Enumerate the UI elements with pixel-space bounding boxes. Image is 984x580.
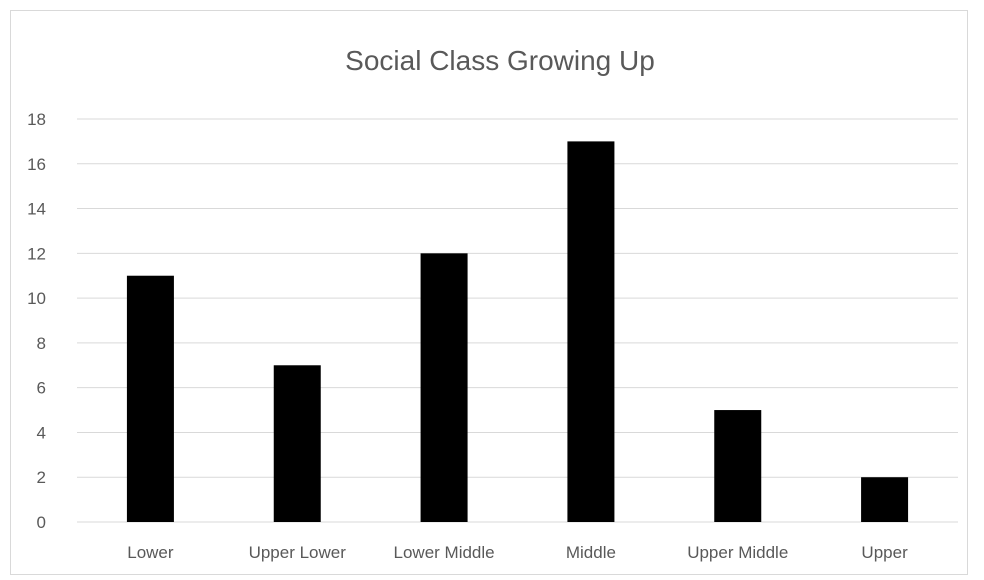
x-tick-label: Lower (127, 543, 174, 562)
y-tick-label: 14 (27, 200, 46, 219)
gridlines (77, 118, 958, 523)
x-tick-label: Upper Middle (687, 543, 788, 562)
y-tick-label: 18 (27, 110, 46, 129)
x-tick-label: Middle (566, 543, 616, 562)
bar-upper-lower (273, 365, 321, 522)
y-tick-label: 6 (37, 379, 46, 398)
y-tick-label: 8 (37, 334, 46, 353)
y-tick-label: 16 (27, 155, 46, 174)
x-tick-label: Lower Middle (394, 543, 495, 562)
y-tick-label: 2 (37, 468, 46, 487)
y-tick-label: 4 (37, 423, 46, 442)
bar-lower (126, 275, 174, 522)
y-tick-label: 10 (27, 289, 46, 308)
y-tick-label: 12 (27, 244, 46, 263)
bar-lower-middle (420, 253, 468, 523)
x-tick-label: Upper (861, 543, 908, 562)
bar-middle (567, 141, 615, 522)
x-axis-ticks: Lower Upper Lower Lower Middle Middle Upper … (127, 543, 908, 562)
bar-upper-middle (714, 410, 762, 522)
y-axis-ticks: 0 2 4 6 8 10 12 14 16 18 (27, 110, 46, 532)
bar-upper (861, 477, 909, 522)
y-tick-label: 0 (37, 513, 46, 532)
x-tick-label: Upper Lower (249, 543, 347, 562)
bars (126, 141, 909, 523)
chart-title: Social Class Growing Up (345, 45, 655, 76)
